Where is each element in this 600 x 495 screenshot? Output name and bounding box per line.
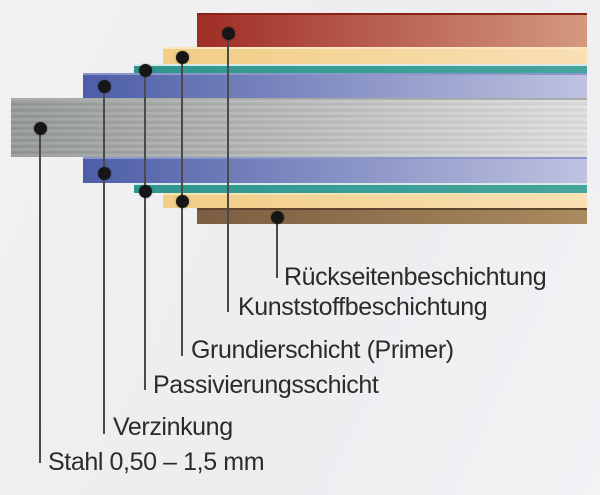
grundierschicht-dot	[175, 194, 189, 208]
layer-grundierschicht-top	[163, 47, 587, 64]
rueckseitenbeschichtung-label: Rückseitenbeschichtung	[284, 263, 547, 291]
layer-grundierschicht-bottom	[163, 193, 587, 208]
stahl-dot	[33, 121, 47, 135]
layer-passivierungsschicht-top	[134, 64, 587, 73]
verzinkung-dot	[97, 79, 111, 93]
passivierungsschicht-label: Passivierungsschicht	[153, 371, 379, 399]
passivierungsschicht-callout-line	[144, 70, 146, 390]
passivierungsschicht-dot	[138, 184, 152, 198]
grundierschicht-dot	[175, 50, 189, 64]
layer-passivierungsschicht-bottom	[134, 183, 587, 193]
kunststoffbeschichtung-callout-line	[227, 33, 229, 312]
layer-rueckseitenbeschichtung-bottom	[197, 208, 587, 224]
grundierschicht-label: Grundierschicht (Primer)	[191, 336, 454, 364]
rueckseitenbeschichtung-dot	[270, 210, 284, 224]
verzinkung-dot	[97, 166, 111, 180]
layer-verzinkung-bottom	[83, 157, 587, 183]
layer-stahl-core	[11, 98, 587, 157]
layer-kunststoffbeschichtung-top	[197, 13, 587, 47]
stahl-callout-line	[39, 128, 41, 463]
stahl-label: Stahl 0,50 – 1,5 mm	[48, 448, 265, 476]
rueckseitenbeschichtung-callout-line	[276, 217, 278, 278]
verzinkung-callout-line	[103, 86, 105, 434]
kunststoffbeschichtung-label: Kunststoffbeschichtung	[238, 293, 488, 321]
layer-verzinkung-top	[83, 73, 587, 98]
kunststoffbeschichtung-dot	[221, 26, 235, 40]
verzinkung-label: Verzinkung	[113, 413, 233, 441]
passivierungsschicht-dot	[138, 63, 152, 77]
